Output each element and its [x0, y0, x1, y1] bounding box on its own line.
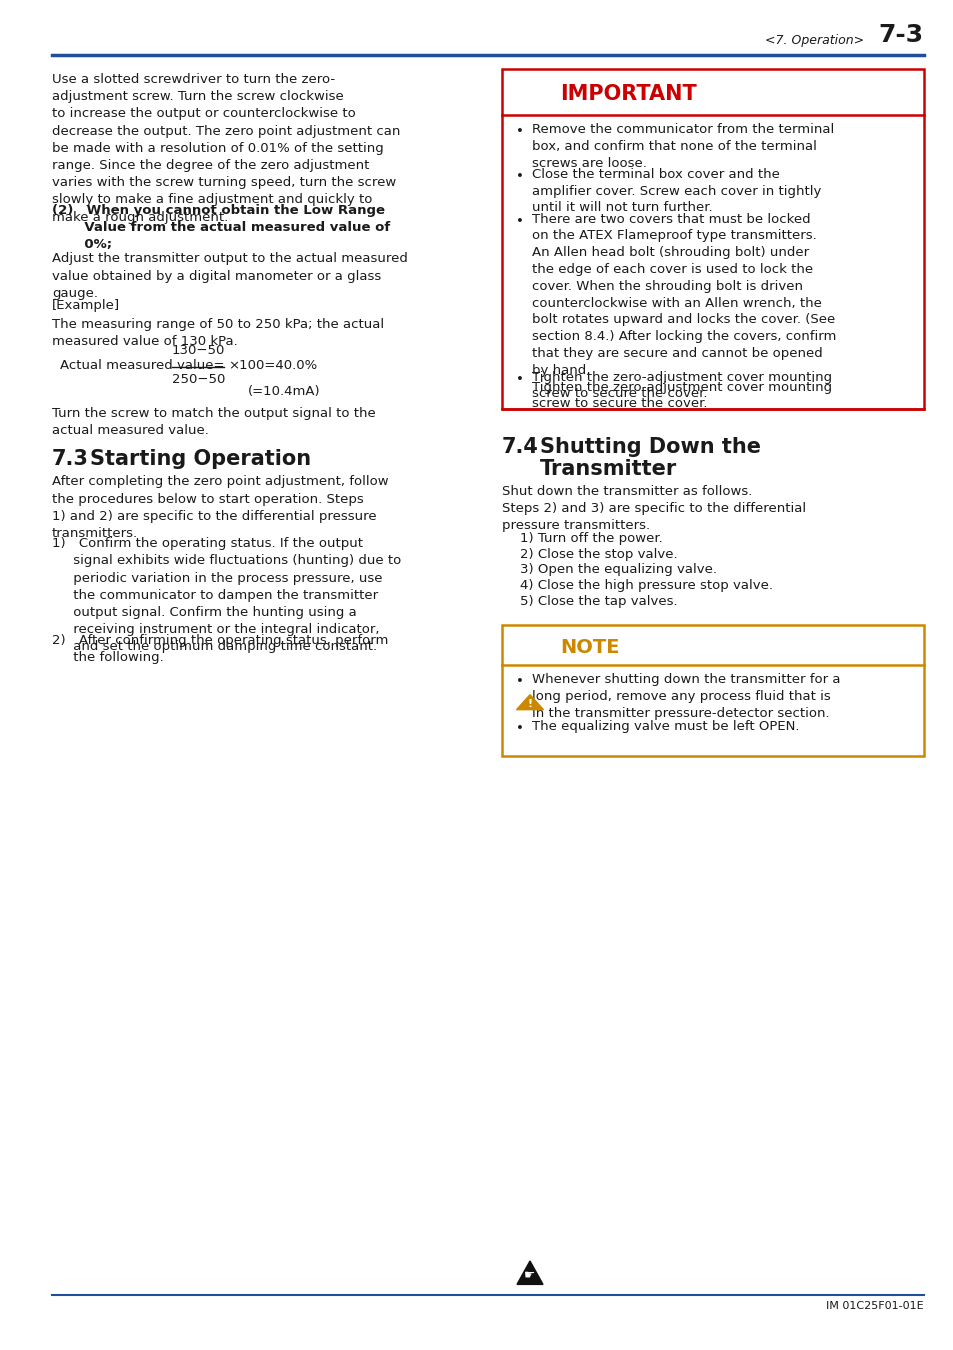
Text: ×100=40.0%: ×100=40.0%: [228, 359, 317, 373]
Text: Whenever shutting down the transmitter for a
long period, remove any process flu: Whenever shutting down the transmitter f…: [532, 674, 840, 720]
Text: IM 01C25F01-01E: IM 01C25F01-01E: [825, 1301, 923, 1311]
Text: 2) Close the stop valve.: 2) Close the stop valve.: [519, 548, 677, 560]
Text: 7.4: 7.4: [501, 436, 538, 456]
Text: 1) Confirm the operating status. If the output
     signal exhibits wide fluctua: 1) Confirm the operating status. If the …: [52, 537, 401, 653]
Text: [Example]: [Example]: [52, 300, 120, 312]
Text: •: •: [516, 170, 523, 182]
Text: Starting Operation: Starting Operation: [90, 448, 311, 468]
Text: 3) Open the equalizing valve.: 3) Open the equalizing valve.: [519, 563, 717, 576]
Text: Actual measured value=: Actual measured value=: [60, 359, 224, 373]
Text: After completing the zero point adjustment, follow
the procedures below to start: After completing the zero point adjustme…: [52, 475, 388, 540]
Text: IMPORTANT: IMPORTANT: [559, 84, 696, 104]
Text: The measuring range of 50 to 250 kPa; the actual
measured value of 130 kPa.: The measuring range of 50 to 250 kPa; th…: [52, 319, 384, 348]
Text: Transmitter: Transmitter: [539, 459, 677, 479]
Text: •: •: [516, 373, 523, 386]
Text: !: !: [527, 699, 532, 709]
Text: There are two covers that must be locked
on the ATEX Flameproof type transmitter: There are two covers that must be locked…: [532, 212, 836, 410]
Text: Turn the screw to match the output signal to the
actual measured value.: Turn the screw to match the output signa…: [52, 406, 375, 437]
Text: Shut down the transmitter as follows.
Steps 2) and 3) are specific to the differ: Shut down the transmitter as follows. St…: [501, 485, 805, 532]
Text: Remove the communicator from the terminal
box, and confirm that none of the term: Remove the communicator from the termina…: [532, 123, 833, 170]
Text: 5) Close the tap valves.: 5) Close the tap valves.: [519, 595, 677, 609]
Text: 250−50: 250−50: [172, 373, 225, 386]
Text: Adjust the transmitter output to the actual measured
value obtained by a digital: Adjust the transmitter output to the act…: [52, 252, 408, 300]
Text: ☛: ☛: [524, 1269, 535, 1281]
FancyBboxPatch shape: [501, 69, 923, 409]
Text: 7-3: 7-3: [878, 23, 923, 47]
Text: Shutting Down the: Shutting Down the: [539, 436, 760, 456]
Text: •: •: [516, 722, 523, 734]
Text: 1) Turn off the power.: 1) Turn off the power.: [519, 532, 662, 544]
Text: <7. Operation>: <7. Operation>: [764, 34, 863, 47]
Text: 130−50: 130−50: [172, 344, 225, 356]
Text: Use a slotted screwdriver to turn the zero-
adjustment screw. Turn the screw clo: Use a slotted screwdriver to turn the ze…: [52, 73, 400, 224]
Polygon shape: [516, 695, 543, 710]
Text: 7.3: 7.3: [52, 448, 89, 468]
Text: •: •: [516, 215, 523, 228]
Text: Tighten the zero-adjustment cover mounting
screw to secure the cover.: Tighten the zero-adjustment cover mounti…: [532, 370, 831, 401]
Text: The equalizing valve must be left OPEN.: The equalizing valve must be left OPEN.: [532, 720, 799, 733]
FancyBboxPatch shape: [501, 625, 923, 756]
Text: (=10.4mA): (=10.4mA): [248, 385, 320, 398]
Text: 4) Close the high pressure stop valve.: 4) Close the high pressure stop valve.: [519, 579, 772, 593]
Text: (2) When you cannot obtain the Low Range
       Value from the actual measured v: (2) When you cannot obtain the Low Range…: [52, 204, 390, 251]
Text: •: •: [516, 675, 523, 688]
Polygon shape: [517, 1261, 542, 1284]
Text: •: •: [516, 126, 523, 138]
Text: NOTE: NOTE: [559, 637, 618, 657]
Text: 2) After confirming the operating status, perform
     the following.: 2) After confirming the operating status…: [52, 633, 388, 664]
Text: Close the terminal box cover and the
amplifier cover. Screw each cover in tightl: Close the terminal box cover and the amp…: [532, 167, 821, 215]
